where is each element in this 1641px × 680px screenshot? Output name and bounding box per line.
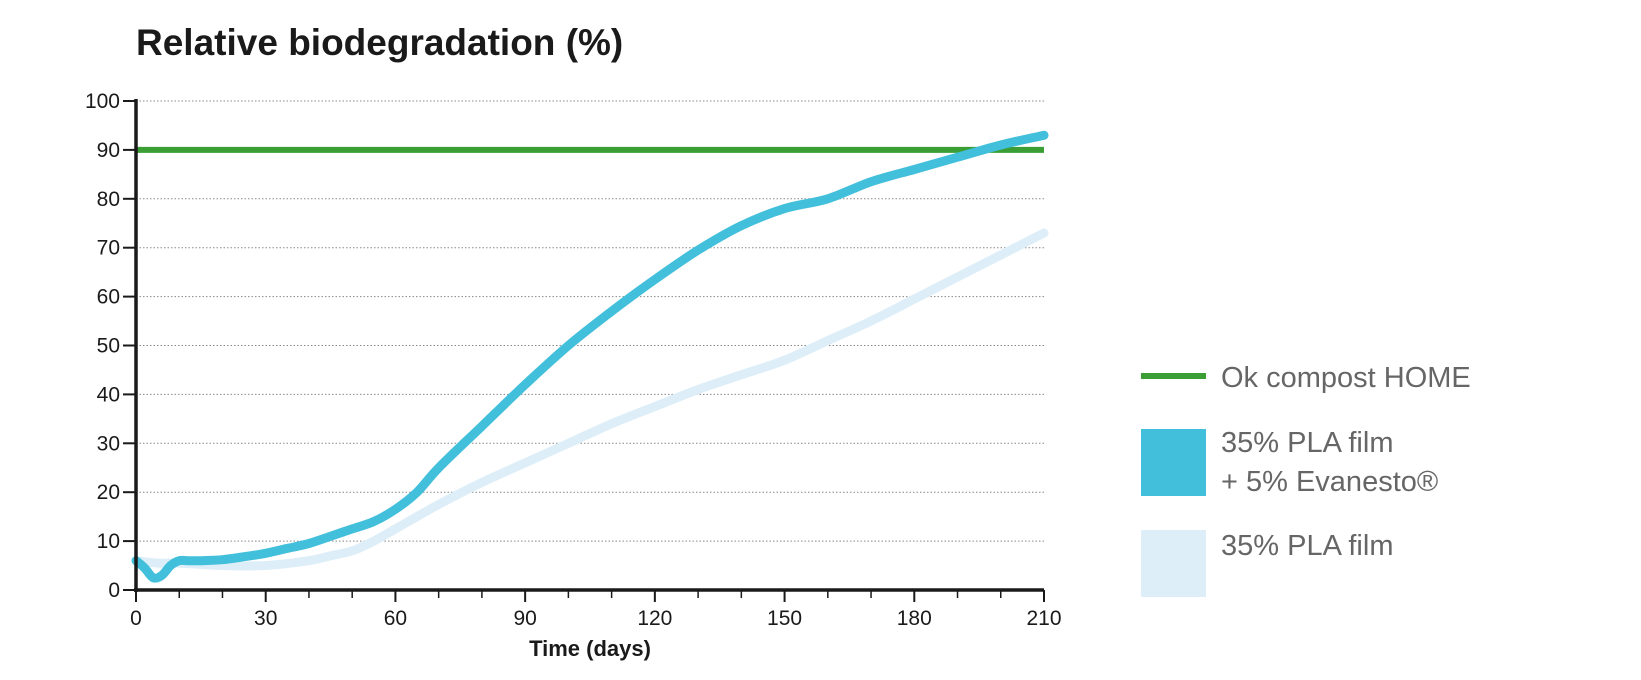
y-tick-label-10: 10 — [97, 530, 120, 553]
y-tick-label-50: 50 — [97, 335, 120, 358]
series-line-pla-film — [131, 228, 1049, 571]
y-tick-label-70: 70 — [97, 237, 120, 260]
x-axis-title: Time (days) — [529, 636, 651, 661]
y-tick-label-0: 0 — [108, 579, 120, 602]
legend-label-pla-film: 35% PLA film — [1221, 530, 1393, 562]
x-tick-label-120: 120 — [637, 607, 672, 630]
x-tick-label-60: 60 — [384, 607, 407, 630]
legend-label-ok-compost-home: Ok compost HOME — [1221, 362, 1471, 394]
y-tick-label-30: 30 — [97, 432, 120, 455]
series-lines — [131, 130, 1049, 583]
chart-title: Relative biodegradation (%) — [136, 22, 624, 63]
y-tick-label-90: 90 — [97, 139, 120, 162]
y-tick-label-60: 60 — [97, 286, 120, 309]
x-tick-label-0: 0 — [130, 607, 142, 630]
legend: Ok compost HOME 35% PLA film + 5% Evanesto… — [1141, 362, 1471, 597]
axes: 0 10 20 30 40 50 60 70 80 90 100 0 30 60 90 120 150 180 21… — [85, 90, 1062, 661]
y-tick-label-100: 100 — [85, 90, 120, 113]
legend-swatch-pla-film — [1141, 530, 1206, 597]
x-tick-label-150: 150 — [767, 607, 802, 630]
y-tick-label-40: 40 — [97, 383, 120, 406]
x-tick-label-180: 180 — [897, 607, 932, 630]
x-tick-label-210: 210 — [1026, 607, 1061, 630]
legend-label-pla-evanesto-line-1: 35% PLA film — [1221, 427, 1393, 459]
x-tick-label-90: 90 — [513, 607, 536, 630]
legend-swatch-pla-evanesto — [1141, 429, 1206, 496]
x-tick-label-30: 30 — [254, 607, 277, 630]
series-line-pla-evanesto — [131, 130, 1049, 583]
y-tick-label-20: 20 — [97, 481, 120, 504]
y-tick-label-80: 80 — [97, 188, 120, 211]
legend-label-pla-evanesto-line-2: + 5% Evanesto® — [1221, 466, 1438, 498]
